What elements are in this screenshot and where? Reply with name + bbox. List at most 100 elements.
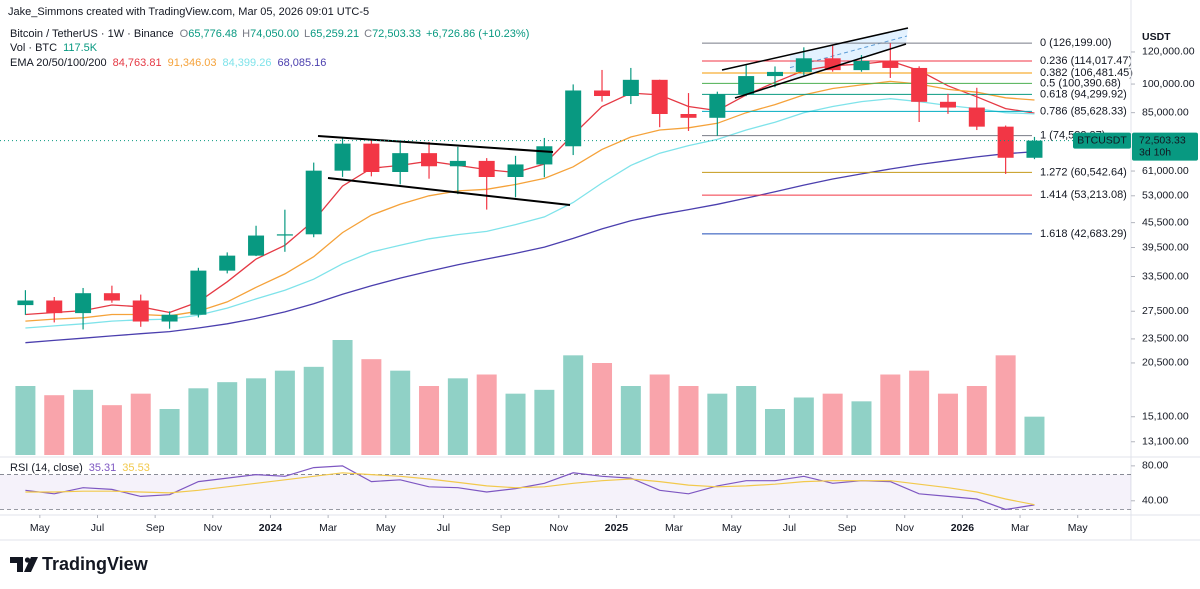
- candle-body: [968, 107, 985, 127]
- y-tick-label: 39,500.00: [1142, 241, 1189, 253]
- x-tick-label: Sep: [492, 522, 511, 534]
- x-tick-label: Jul: [91, 522, 104, 534]
- ohlc-key: H: [242, 28, 250, 40]
- price-tag-text: 72,503.33: [1139, 134, 1186, 146]
- ema-line: [25, 151, 1035, 344]
- frame: [0, 0, 1200, 541]
- symbol-line: Bitcoin / TetherUS · 1W · Binance O65,776…: [10, 28, 529, 40]
- x-tick-label: Nov: [203, 522, 222, 534]
- volume-bar: [736, 386, 757, 455]
- volume-bar: [620, 386, 641, 455]
- volume-bar: [793, 397, 814, 455]
- volume-bar: [217, 382, 238, 455]
- trend-lines[interactable]: [317, 27, 909, 206]
- fib-label: 0.5 (100,390.68): [1040, 77, 1121, 89]
- rsi-legend: RSI (14, close) 35.31 35.53: [10, 462, 150, 474]
- candle-body: [507, 164, 524, 177]
- ema-legend: EMA 20/50/100/200 84,763.81 91,346.03 84,39…: [10, 57, 326, 69]
- volume-bar: [246, 378, 267, 455]
- volume-bar: [303, 366, 324, 455]
- channel-midline: [789, 35, 908, 69]
- candle-body: [939, 101, 956, 108]
- ema-value: 84,399.26: [223, 57, 272, 69]
- volume-bar: [880, 374, 901, 455]
- attribution: Jake_Simmons created with TradingView.co…: [8, 6, 369, 18]
- candle-body: [276, 234, 293, 236]
- volume-bar: [764, 409, 785, 455]
- candle-body: [363, 143, 380, 172]
- y-tick-label: 53,000.00: [1142, 190, 1189, 202]
- rsi-line: [25, 472, 1035, 506]
- candle-body: [190, 270, 207, 315]
- trend-line[interactable]: [317, 135, 554, 153]
- candle-body: [103, 293, 120, 301]
- logo-icon: [24, 557, 31, 563]
- rsi-pane: 80.00 40.00: [0, 460, 1168, 511]
- x-tick-label: Sep: [838, 522, 857, 534]
- fib-label: 1.618 (42,683.29): [1040, 228, 1127, 240]
- logo-icon: [10, 557, 23, 572]
- volume-value: 117.5K: [63, 42, 98, 54]
- volume-bar: [707, 393, 728, 455]
- x-tick-label: May: [722, 522, 743, 534]
- y-tick-label: 13,100.00: [1142, 436, 1189, 448]
- logo-icon: [24, 557, 38, 572]
- candle-body: [911, 67, 928, 102]
- y-tick-label: 27,500.00: [1142, 305, 1189, 317]
- x-tick-label: Mar: [1011, 522, 1030, 534]
- volume-bar: [101, 405, 122, 455]
- logo: TradingView: [10, 554, 149, 574]
- y-tick-label: 61,000.00: [1142, 165, 1189, 177]
- trend-line[interactable]: [327, 177, 571, 206]
- volume-bar: [447, 378, 468, 455]
- x-tick-label: 2025: [605, 522, 629, 534]
- candle-body: [132, 300, 149, 322]
- price-tag: [1132, 132, 1198, 161]
- symbol: Bitcoin / TetherUS · 1W · Binance: [10, 28, 174, 40]
- volume-bar: [966, 386, 987, 455]
- candle-body: [449, 160, 466, 167]
- volume-bar: [851, 401, 872, 455]
- rsi-band: [0, 474, 1131, 510]
- candle-body: [795, 58, 812, 72]
- volume-bar: [159, 409, 180, 455]
- candle-body: [75, 293, 92, 314]
- x-tick-label: Jul: [437, 522, 450, 534]
- y-tick-label: 85,000.00: [1142, 106, 1189, 118]
- x-tick-label: Jul: [783, 522, 796, 534]
- x-tick-label: Mar: [665, 522, 684, 534]
- trend-line[interactable]: [734, 43, 907, 99]
- candle-body: [882, 60, 899, 68]
- y-tick-label: 15,100.00: [1142, 411, 1189, 423]
- trend-line[interactable]: [721, 27, 909, 71]
- volume-legend: Vol · BTC 117.5K: [10, 42, 98, 54]
- x-tick-label: Sep: [146, 522, 165, 534]
- y-tick-label: 20,500.00: [1142, 357, 1189, 369]
- countdown-text: 3d 10h: [1139, 146, 1171, 158]
- candle-body: [161, 314, 178, 322]
- candle-body: [651, 79, 668, 115]
- ohlc-value: 74,050.00: [250, 28, 299, 40]
- ohlc-value: 72,503.33: [372, 28, 421, 40]
- fib-levels[interactable]: 0 (126,199.00) 0.236 (114,017.47)0.382 (1…: [702, 37, 1133, 240]
- fib-label: 0.618 (94,299.92): [1040, 88, 1127, 100]
- ohlc-value: 65,259.21: [310, 28, 359, 40]
- volume-bar: [361, 359, 382, 455]
- x-tick-label: Nov: [895, 522, 914, 534]
- volume-bar: [909, 370, 930, 455]
- volume-bar: [15, 386, 36, 455]
- axes: USDT 120,000.00 100,000.00 85,000.00 61,000…: [30, 31, 1195, 534]
- y-tick-label: 120,000.00: [1142, 46, 1195, 58]
- fib-label: 0.236 (114,017.47): [1040, 55, 1132, 67]
- ohlc-key: C: [364, 28, 372, 40]
- volume-bars: [15, 340, 1045, 455]
- volume-bar: [534, 389, 555, 455]
- ohlc-value: 65,776.48: [188, 28, 237, 40]
- y-tick-label: 80.00: [1142, 460, 1168, 472]
- candle-body: [17, 300, 34, 306]
- volume-bar: [332, 340, 353, 455]
- candle-body: [853, 60, 870, 71]
- volume-bar: [73, 389, 94, 455]
